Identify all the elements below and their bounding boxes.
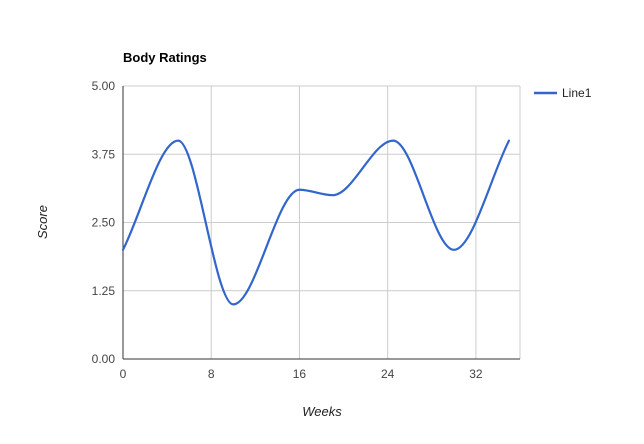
x-tick-label: 0 (120, 367, 127, 381)
x-axis-ticks: 0 8 16 24 32 (120, 367, 483, 381)
legend-label-line1: Line1 (562, 86, 592, 100)
y-axis-ticks: 0.00 1.25 2.50 3.75 5.00 (92, 79, 116, 366)
axes (122, 86, 520, 360)
y-tick-label: 3.75 (92, 147, 116, 161)
series-line-line1 (121, 139, 511, 306)
y-tick-label: 5.00 (92, 79, 116, 93)
legend: Line1 (534, 86, 592, 100)
chart-title: Body Ratings (123, 50, 207, 65)
series-group (121, 139, 511, 306)
x-tick-label: 8 (208, 367, 215, 381)
y-tick-label: 0.00 (92, 352, 116, 366)
y-tick-label: 1.25 (92, 284, 116, 298)
y-axis-label: Score (35, 205, 50, 239)
x-tick-label: 32 (469, 367, 483, 381)
x-tick-label: 24 (381, 367, 395, 381)
grid (123, 85, 521, 359)
x-tick-label: 16 (293, 367, 307, 381)
x-axis-label: Weeks (302, 404, 342, 419)
y-tick-label: 2.50 (92, 216, 116, 230)
